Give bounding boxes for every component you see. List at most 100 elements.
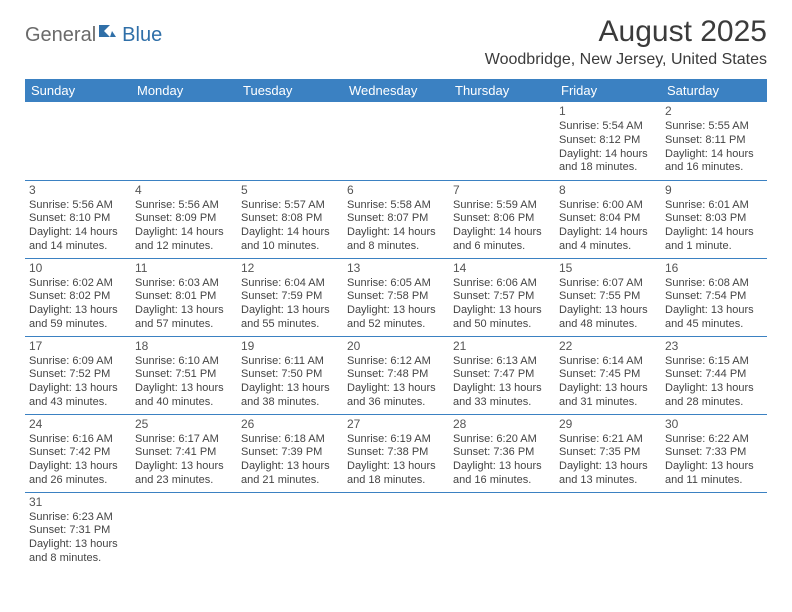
- daylight-text: Daylight: 13 hours: [135, 460, 233, 474]
- calendar-day-cell: 12Sunrise: 6:04 AMSunset: 7:59 PMDayligh…: [237, 258, 343, 336]
- daylight-text: and 31 minutes.: [559, 396, 657, 410]
- day-number: 10: [29, 261, 127, 276]
- calendar-empty-cell: [131, 102, 237, 180]
- daylight-text: Daylight: 14 hours: [665, 148, 763, 162]
- daylight-text: and 45 minutes.: [665, 318, 763, 332]
- daylight-text: Daylight: 13 hours: [453, 460, 551, 474]
- daylight-text: and 21 minutes.: [241, 474, 339, 488]
- sunrise-text: Sunrise: 6:14 AM: [559, 355, 657, 369]
- sunrise-text: Sunrise: 6:11 AM: [241, 355, 339, 369]
- calendar-empty-cell: [25, 102, 131, 180]
- calendar-day-cell: 5Sunrise: 5:57 AMSunset: 8:08 PMDaylight…: [237, 180, 343, 258]
- calendar-week-row: 31Sunrise: 6:23 AMSunset: 7:31 PMDayligh…: [25, 492, 767, 570]
- day-number: 26: [241, 417, 339, 432]
- sunrise-text: Sunrise: 6:09 AM: [29, 355, 127, 369]
- sunset-text: Sunset: 7:50 PM: [241, 368, 339, 382]
- sunset-text: Sunset: 7:38 PM: [347, 446, 445, 460]
- sunrise-text: Sunrise: 6:23 AM: [29, 511, 127, 525]
- daylight-text: and 8 minutes.: [347, 240, 445, 254]
- calendar-empty-cell: [131, 492, 237, 570]
- daylight-text: Daylight: 14 hours: [453, 226, 551, 240]
- calendar-day-cell: 9Sunrise: 6:01 AMSunset: 8:03 PMDaylight…: [661, 180, 767, 258]
- day-number: 3: [29, 183, 127, 198]
- day-number: 22: [559, 339, 657, 354]
- sunrise-text: Sunrise: 6:22 AM: [665, 433, 763, 447]
- calendar-week-row: 17Sunrise: 6:09 AMSunset: 7:52 PMDayligh…: [25, 336, 767, 414]
- month-title: August 2025: [485, 15, 767, 49]
- daylight-text: Daylight: 13 hours: [135, 382, 233, 396]
- calendar-day-cell: 4Sunrise: 5:56 AMSunset: 8:09 PMDaylight…: [131, 180, 237, 258]
- day-number: 23: [665, 339, 763, 354]
- calendar-day-cell: 13Sunrise: 6:05 AMSunset: 7:58 PMDayligh…: [343, 258, 449, 336]
- sunset-text: Sunset: 7:33 PM: [665, 446, 763, 460]
- day-number: 4: [135, 183, 233, 198]
- sunrise-text: Sunrise: 5:54 AM: [559, 120, 657, 134]
- sunset-text: Sunset: 7:58 PM: [347, 290, 445, 304]
- calendar-day-cell: 16Sunrise: 6:08 AMSunset: 7:54 PMDayligh…: [661, 258, 767, 336]
- sunrise-text: Sunrise: 5:57 AM: [241, 199, 339, 213]
- sunset-text: Sunset: 7:54 PM: [665, 290, 763, 304]
- day-number: 25: [135, 417, 233, 432]
- sunrise-text: Sunrise: 6:08 AM: [665, 277, 763, 291]
- sunrise-text: Sunrise: 6:00 AM: [559, 199, 657, 213]
- calendar-day-cell: 28Sunrise: 6:20 AMSunset: 7:36 PMDayligh…: [449, 414, 555, 492]
- daylight-text: and 8 minutes.: [29, 552, 127, 566]
- calendar-empty-cell: [449, 492, 555, 570]
- daylight-text: Daylight: 14 hours: [559, 148, 657, 162]
- daylight-text: and 40 minutes.: [135, 396, 233, 410]
- calendar-empty-cell: [237, 102, 343, 180]
- day-number: 21: [453, 339, 551, 354]
- calendar-body: 1Sunrise: 5:54 AMSunset: 8:12 PMDaylight…: [25, 102, 767, 570]
- logo-text-general: General: [25, 24, 96, 47]
- sunrise-text: Sunrise: 5:58 AM: [347, 199, 445, 213]
- day-number: 9: [665, 183, 763, 198]
- daylight-text: Daylight: 14 hours: [241, 226, 339, 240]
- daylight-text: Daylight: 13 hours: [29, 382, 127, 396]
- weekday-header: Thursday: [449, 79, 555, 102]
- daylight-text: Daylight: 13 hours: [241, 382, 339, 396]
- day-number: 13: [347, 261, 445, 276]
- calendar-day-cell: 22Sunrise: 6:14 AMSunset: 7:45 PMDayligh…: [555, 336, 661, 414]
- calendar-day-cell: 3Sunrise: 5:56 AMSunset: 8:10 PMDaylight…: [25, 180, 131, 258]
- daylight-text: and 55 minutes.: [241, 318, 339, 332]
- calendar-empty-cell: [555, 492, 661, 570]
- daylight-text: and 18 minutes.: [347, 474, 445, 488]
- daylight-text: and 1 minute.: [665, 240, 763, 254]
- daylight-text: Daylight: 13 hours: [241, 304, 339, 318]
- daylight-text: and 11 minutes.: [665, 474, 763, 488]
- calendar-week-row: 24Sunrise: 6:16 AMSunset: 7:42 PMDayligh…: [25, 414, 767, 492]
- sunset-text: Sunset: 7:42 PM: [29, 446, 127, 460]
- sunrise-text: Sunrise: 5:56 AM: [29, 199, 127, 213]
- daylight-text: Daylight: 13 hours: [347, 304, 445, 318]
- calendar-day-cell: 17Sunrise: 6:09 AMSunset: 7:52 PMDayligh…: [25, 336, 131, 414]
- sunrise-text: Sunrise: 6:16 AM: [29, 433, 127, 447]
- weekday-header: Wednesday: [343, 79, 449, 102]
- calendar-week-row: 3Sunrise: 5:56 AMSunset: 8:10 PMDaylight…: [25, 180, 767, 258]
- calendar-day-cell: 21Sunrise: 6:13 AMSunset: 7:47 PMDayligh…: [449, 336, 555, 414]
- sunrise-text: Sunrise: 6:19 AM: [347, 433, 445, 447]
- sunset-text: Sunset: 7:52 PM: [29, 368, 127, 382]
- sunrise-text: Sunrise: 6:02 AM: [29, 277, 127, 291]
- daylight-text: and 6 minutes.: [453, 240, 551, 254]
- day-number: 16: [665, 261, 763, 276]
- day-number: 14: [453, 261, 551, 276]
- daylight-text: Daylight: 13 hours: [347, 460, 445, 474]
- sunrise-text: Sunrise: 5:55 AM: [665, 120, 763, 134]
- sunset-text: Sunset: 8:02 PM: [29, 290, 127, 304]
- daylight-text: and 52 minutes.: [347, 318, 445, 332]
- daylight-text: and 57 minutes.: [135, 318, 233, 332]
- sunset-text: Sunset: 7:39 PM: [241, 446, 339, 460]
- weekday-header: Saturday: [661, 79, 767, 102]
- title-block: August 2025 Woodbridge, New Jersey, Unit…: [485, 15, 767, 69]
- sunset-text: Sunset: 7:48 PM: [347, 368, 445, 382]
- calendar-day-cell: 8Sunrise: 6:00 AMSunset: 8:04 PMDaylight…: [555, 180, 661, 258]
- daylight-text: Daylight: 13 hours: [29, 538, 127, 552]
- calendar-day-cell: 1Sunrise: 5:54 AMSunset: 8:12 PMDaylight…: [555, 102, 661, 180]
- calendar-day-cell: 7Sunrise: 5:59 AMSunset: 8:06 PMDaylight…: [449, 180, 555, 258]
- calendar-day-cell: 14Sunrise: 6:06 AMSunset: 7:57 PMDayligh…: [449, 258, 555, 336]
- sunrise-text: Sunrise: 5:56 AM: [135, 199, 233, 213]
- weekday-header-row: SundayMondayTuesdayWednesdayThursdayFrid…: [25, 79, 767, 102]
- daylight-text: and 16 minutes.: [453, 474, 551, 488]
- sunset-text: Sunset: 8:01 PM: [135, 290, 233, 304]
- sunrise-text: Sunrise: 6:13 AM: [453, 355, 551, 369]
